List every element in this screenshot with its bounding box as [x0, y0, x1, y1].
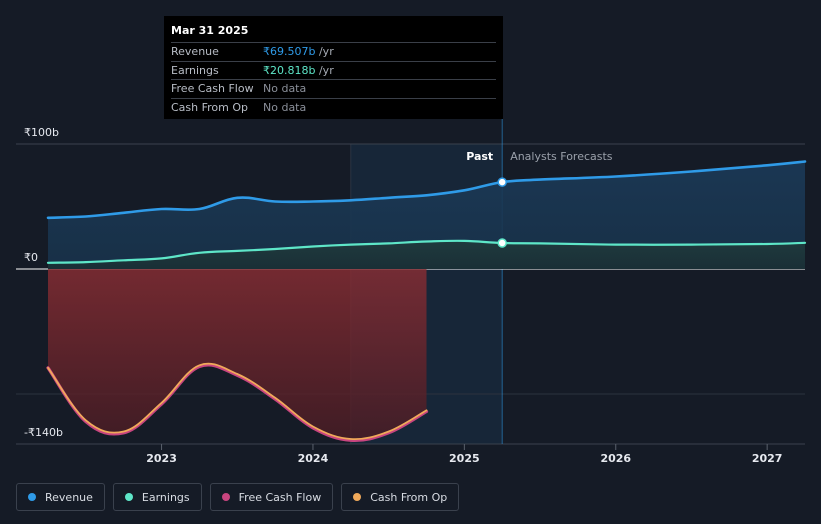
tooltip-value: ₹69.507b	[263, 45, 316, 58]
legend-item-revenue[interactable]: Revenue	[16, 483, 105, 511]
tooltip-label: Earnings	[171, 63, 219, 77]
legend: Revenue Earnings Free Cash Flow Cash Fro…	[16, 483, 460, 511]
tooltip: Mar 31 2025 Revenue ₹69.507b /yr Earning…	[164, 16, 503, 119]
legend-label: Free Cash Flow	[238, 490, 322, 504]
tooltip-row-revenue: Revenue ₹69.507b /yr	[171, 42, 496, 61]
tooltip-value: No data	[263, 82, 307, 95]
tooltip-label: Free Cash Flow	[171, 82, 254, 95]
cash-flow-area	[48, 269, 427, 440]
legend-item-cash-from-op[interactable]: Cash From Op	[341, 483, 460, 511]
tooltip-label: Revenue	[171, 45, 219, 58]
tooltip-unit: /yr	[315, 45, 334, 58]
tooltip-row-fcf: Free Cash Flow No data	[171, 79, 496, 98]
tooltip-value: ₹20.818b	[263, 63, 316, 77]
legend-label: Earnings	[141, 490, 190, 504]
earnings-area	[48, 240, 805, 269]
y-axis-label: -₹140b	[24, 426, 63, 439]
tooltip-value: No data	[263, 100, 307, 114]
x-tick-label: 2027	[752, 452, 783, 465]
x-tick-label: 2026	[600, 452, 631, 465]
forecast-label: Analysts Forecasts	[510, 150, 613, 163]
earnings-dot-icon	[124, 493, 133, 501]
x-tick-label: 2025	[449, 452, 480, 465]
y-axis-label: ₹100b	[24, 126, 59, 139]
legend-item-earnings[interactable]: Earnings	[112, 483, 202, 511]
earnings-marker-point	[497, 238, 507, 248]
tooltip-date: Mar 31 2025	[171, 24, 249, 37]
past-label: Past	[466, 150, 493, 163]
chart-area: ₹100b ₹0 -₹140b 2023 2024 2025 2026 2027 Past Ana…	[16, 104, 807, 465]
revenue-marker-point	[497, 177, 507, 187]
legend-item-free-cash-flow[interactable]: Free Cash Flow	[209, 483, 334, 511]
free-cash-flow-dot-icon	[221, 493, 230, 501]
series-line-cash-from-op	[47, 362, 428, 441]
series-line-free-cash-flow	[46, 363, 429, 443]
x-tick-label: 2024	[298, 452, 329, 465]
series-line-revenue	[46, 160, 807, 220]
legend-label: Revenue	[45, 490, 93, 504]
revenue-area	[48, 161, 805, 269]
legend-label: Cash From Op	[370, 490, 448, 504]
tooltip-label: Cash From Op	[171, 100, 249, 114]
y-axis-label: ₹0	[24, 251, 38, 264]
tooltip-row-cfo: Cash From Op No data	[171, 97, 496, 117]
tooltip-unit: /yr	[315, 63, 334, 77]
revenue-dot-icon	[28, 493, 36, 501]
series-line-earnings	[46, 239, 807, 264]
cash-from-op-dot-icon	[353, 493, 362, 501]
x-tick-label: 2023	[146, 452, 177, 465]
tooltip-row-earnings: Earnings ₹20.818b /yr	[171, 60, 496, 80]
